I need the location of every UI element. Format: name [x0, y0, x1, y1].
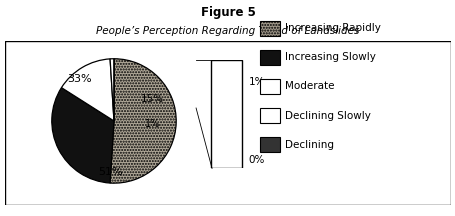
Wedge shape [61, 59, 114, 121]
Text: Declining: Declining [284, 140, 333, 150]
Text: 1%: 1% [145, 119, 160, 129]
Text: Increasing Rapidly: Increasing Rapidly [284, 23, 380, 33]
Text: 0%: 0% [248, 155, 264, 165]
Wedge shape [110, 59, 114, 121]
Text: Moderate: Moderate [284, 81, 334, 91]
Text: Figure 5: Figure 5 [200, 6, 255, 19]
Text: 15%: 15% [141, 94, 164, 104]
Wedge shape [52, 88, 114, 183]
Text: People’s Perception Regarding Trend of Landslides: People’s Perception Regarding Trend of L… [96, 26, 359, 36]
Text: 51%: 51% [98, 167, 123, 177]
Text: Declining Slowly: Declining Slowly [284, 111, 370, 121]
Text: 33%: 33% [67, 74, 92, 84]
Bar [211, 60, 242, 168]
Text: 1%: 1% [248, 77, 264, 87]
Wedge shape [110, 59, 176, 183]
Text: Increasing Slowly: Increasing Slowly [284, 52, 375, 62]
